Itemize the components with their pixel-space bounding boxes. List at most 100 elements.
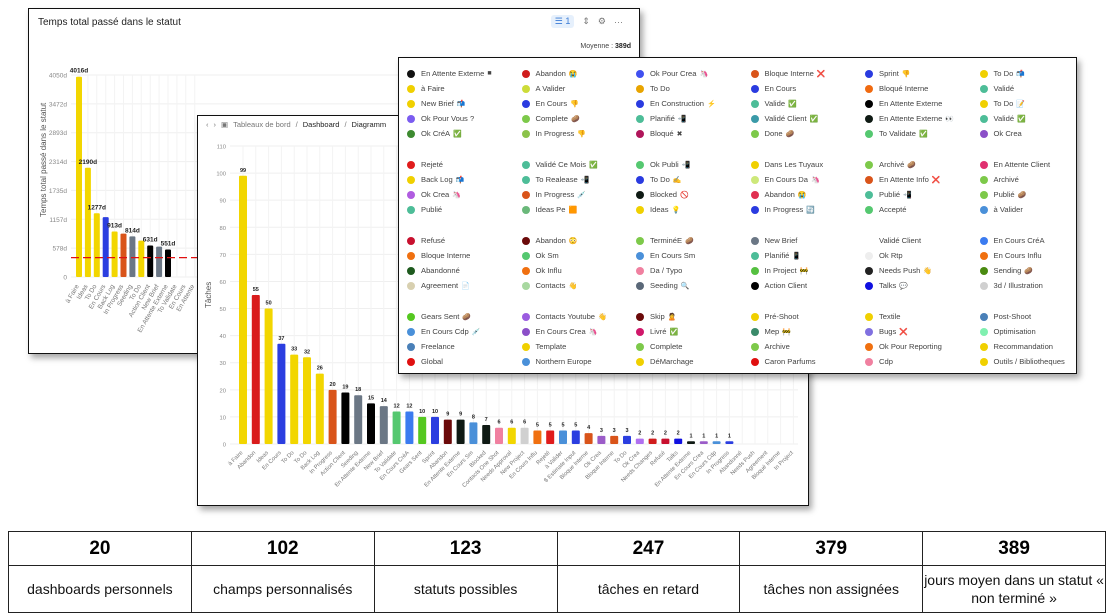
more-icon[interactable]: ··· bbox=[614, 16, 623, 27]
legend-item[interactable]: In Progress 👎 bbox=[521, 126, 637, 141]
legend-item[interactable]: Talks 💬 bbox=[865, 278, 980, 293]
legend-item[interactable]: à Valider bbox=[979, 202, 1077, 217]
legend-item[interactable]: Recommandation bbox=[979, 339, 1077, 354]
legend-item[interactable]: Ok Sm bbox=[521, 248, 637, 263]
legend-item[interactable]: Global bbox=[407, 354, 522, 369]
legend-item[interactable]: To Validate ✅ bbox=[865, 126, 980, 141]
legend-item[interactable]: Back Log 📬 bbox=[407, 172, 522, 187]
legend-item[interactable]: Needs Push 👋 bbox=[865, 263, 980, 278]
legend-item[interactable]: Textile bbox=[865, 309, 980, 324]
legend-item[interactable]: Ok Pour Crea 🦄 bbox=[636, 66, 751, 81]
legend-item[interactable]: In Progress 🔄 bbox=[750, 202, 866, 217]
legend-item[interactable]: Valide ✅ bbox=[750, 96, 866, 111]
legend-item[interactable]: Freelance bbox=[407, 339, 522, 354]
legend-item[interactable]: Bugs ❌ bbox=[865, 324, 980, 339]
gear-icon[interactable]: ⚙ bbox=[597, 16, 606, 26]
legend-item[interactable]: Publié 🥔 bbox=[979, 187, 1077, 202]
legend-item[interactable]: Complete 🥔 bbox=[521, 111, 637, 126]
legend-item[interactable]: à Faire bbox=[407, 81, 522, 96]
legend-item[interactable]: Ok Pour Vous ? bbox=[407, 111, 522, 126]
breadcrumb-dashboard[interactable]: Dashboard bbox=[302, 120, 340, 129]
legend-item[interactable]: Da / Typo bbox=[636, 263, 751, 278]
legend-item[interactable]: Validé Client ✅ bbox=[750, 111, 866, 126]
legend-item[interactable]: Archivé bbox=[979, 172, 1077, 187]
legend-item[interactable]: Ideas 💡 bbox=[636, 202, 751, 217]
breadcrumb-root[interactable]: Tableaux de bord bbox=[233, 120, 291, 129]
legend-item[interactable]: To Do 📝 bbox=[979, 96, 1077, 111]
legend-item[interactable]: En Cours Da 🦄 bbox=[750, 172, 866, 187]
legend-item[interactable]: Validé Client bbox=[865, 233, 980, 248]
legend-item[interactable]: Seeding 🔍 bbox=[636, 278, 751, 293]
legend-item[interactable]: Ok CréA ✅ bbox=[407, 126, 522, 141]
legend-item[interactable]: Contacts Youtube 👋 bbox=[521, 309, 637, 324]
legend-item[interactable]: Refusé bbox=[407, 233, 522, 248]
legend-item[interactable]: En Attente Externe ■ bbox=[407, 66, 522, 81]
legend-item[interactable]: Contacts 👋 bbox=[521, 278, 637, 293]
legend-item[interactable]: Cdp bbox=[865, 354, 980, 369]
legend-item[interactable]: Ok Pour Reporting bbox=[865, 339, 980, 354]
legend-item[interactable]: In Progress 💉 bbox=[521, 187, 637, 202]
legend-item[interactable]: Bloqué ✖ bbox=[636, 126, 751, 141]
legend-item[interactable]: Bloque Interne ❌ bbox=[750, 66, 866, 81]
legend-item[interactable]: Planifié 📱 bbox=[750, 248, 866, 263]
legend-item[interactable]: A Valider bbox=[521, 81, 637, 96]
legend-item[interactable]: Publié bbox=[407, 202, 522, 217]
sort-icon[interactable]: ⇕ bbox=[582, 16, 590, 26]
nav-back-button[interactable]: ‹ bbox=[206, 120, 209, 129]
legend-item[interactable]: Northern Europe bbox=[521, 354, 637, 369]
legend-item[interactable]: En Cours CréA bbox=[979, 233, 1077, 248]
legend-item[interactable]: En Attente Externe bbox=[865, 96, 980, 111]
legend-item[interactable]: To Do 📬 bbox=[979, 66, 1077, 81]
legend-item[interactable]: Action Client bbox=[750, 278, 866, 293]
legend-item[interactable]: Archive bbox=[750, 339, 866, 354]
legend-item[interactable]: TerminéE 🥔 bbox=[636, 233, 751, 248]
legend-item[interactable]: En Cours Cdp 💉 bbox=[407, 324, 522, 339]
legend-item[interactable]: Sending 🥔 bbox=[979, 263, 1077, 278]
legend-item[interactable]: En Cours Influ bbox=[979, 248, 1077, 263]
legend-item[interactable]: Validé bbox=[979, 81, 1077, 96]
legend-item[interactable]: Rejeté bbox=[407, 157, 522, 172]
legend-item[interactable]: Livré ✅ bbox=[636, 324, 751, 339]
legend-item[interactable]: En Attente Externe 👀 bbox=[865, 111, 980, 126]
legend-item[interactable]: To Do bbox=[636, 81, 751, 96]
legend-item[interactable]: Sprint 👎 bbox=[865, 66, 980, 81]
legend-item[interactable]: En Attente Info ❌ bbox=[865, 172, 980, 187]
legend-item[interactable]: Pré-Shoot bbox=[750, 309, 866, 324]
nav-forward-button[interactable]: › bbox=[213, 120, 217, 129]
legend-item[interactable]: Abandon 😭 bbox=[750, 187, 866, 202]
legend-item[interactable]: Template bbox=[521, 339, 637, 354]
legend-item[interactable]: En Attente Client bbox=[979, 157, 1077, 172]
legend-item[interactable]: Done 🥔 bbox=[750, 126, 866, 141]
legend-item[interactable]: Dans Les Tuyaux bbox=[750, 157, 866, 172]
legend-item[interactable]: Blocked 🚫 bbox=[636, 187, 751, 202]
legend-item[interactable]: Accepté bbox=[865, 202, 980, 217]
legend-item[interactable]: Outils / Bibliotheques bbox=[979, 354, 1077, 369]
legend-item[interactable]: Validé Ce Mois ✅ bbox=[521, 157, 637, 172]
legend-item[interactable]: 3d / Illustration bbox=[979, 278, 1077, 293]
legend-item[interactable]: New Brief 📬 bbox=[407, 96, 522, 111]
legend-item[interactable]: Bloque Interne bbox=[407, 248, 522, 263]
legend-item[interactable]: Archivé 🥔 bbox=[865, 157, 980, 172]
legend-item[interactable]: Planifié 📲 bbox=[636, 111, 751, 126]
legend-item[interactable]: Ok Publi 📲 bbox=[636, 157, 751, 172]
legend-item[interactable]: To Realease 📲 bbox=[521, 172, 637, 187]
legend-item[interactable]: Caron Parfums bbox=[750, 354, 866, 369]
legend-item[interactable]: DéMarchage bbox=[636, 354, 751, 369]
legend-item[interactable]: Ok Crea 🦄 bbox=[407, 187, 522, 202]
legend-item[interactable]: Ok Rtp bbox=[865, 248, 980, 263]
legend-item[interactable]: In Project 🚧 bbox=[750, 263, 866, 278]
legend-item[interactable]: Ok Influ bbox=[521, 263, 637, 278]
legend-item[interactable]: Ideas Pe 🟧 bbox=[521, 202, 637, 217]
legend-item[interactable]: En Cours Crea 🦄 bbox=[521, 324, 637, 339]
legend-item[interactable]: Abandonné bbox=[407, 263, 522, 278]
legend-item[interactable]: To Do ✍ bbox=[636, 172, 751, 187]
legend-item[interactable]: Validé ✅ bbox=[979, 111, 1077, 126]
legend-item[interactable]: En Construction ⚡ bbox=[636, 96, 751, 111]
legend-item[interactable]: Complete bbox=[636, 339, 751, 354]
legend-item[interactable]: En Cours bbox=[750, 81, 866, 96]
filter-button[interactable]: ☰ 1 bbox=[550, 15, 575, 28]
legend-item[interactable]: Bloqué Interne bbox=[865, 81, 980, 96]
legend-item[interactable]: Optimisation bbox=[979, 324, 1077, 339]
legend-item[interactable]: Post-Shoot bbox=[979, 309, 1077, 324]
legend-item[interactable]: Gears Sent 🥔 bbox=[407, 309, 522, 324]
